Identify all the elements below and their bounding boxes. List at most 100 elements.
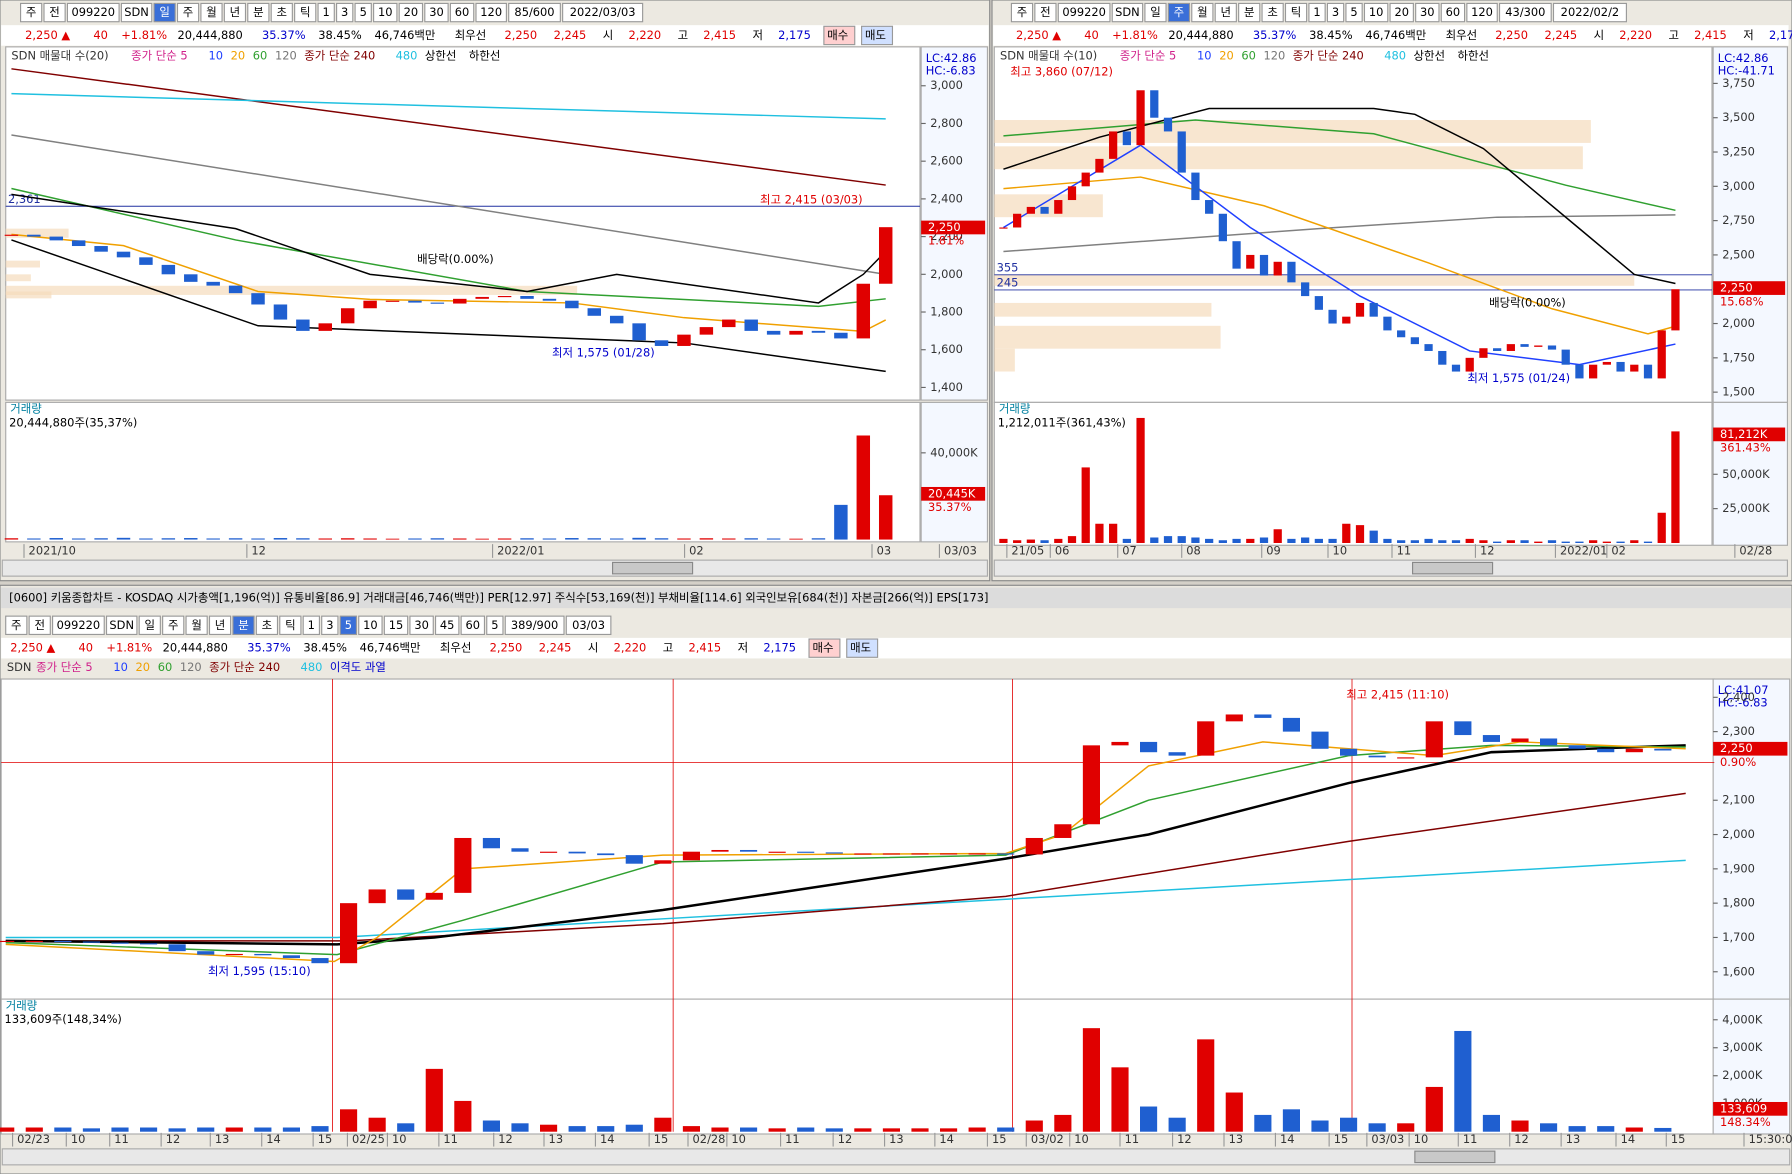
toolbar-button[interactable] xyxy=(1363,2,1389,23)
toolbar-button[interactable] xyxy=(255,615,279,636)
toolbar-button[interactable] xyxy=(138,615,161,636)
toolbar-button[interactable] xyxy=(1466,2,1498,23)
x-tick-label: 15 xyxy=(654,1132,669,1146)
toolbar-button[interactable] xyxy=(1191,2,1214,23)
candle xyxy=(1454,721,1472,736)
toolbar-button[interactable] xyxy=(1389,2,1414,23)
toolbar-button[interactable] xyxy=(1308,2,1326,23)
toolbar-button[interactable] xyxy=(279,615,302,636)
toolbar-button[interactable] xyxy=(5,615,28,636)
toolbar-button[interactable] xyxy=(321,615,339,636)
toolbar-button[interactable] xyxy=(508,2,561,23)
toolbar-button[interactable] xyxy=(504,615,565,636)
trade-button[interactable] xyxy=(808,638,841,658)
volume-bar xyxy=(1383,538,1392,543)
toolbar-button[interactable] xyxy=(1214,2,1237,23)
toolbar-button[interactable] xyxy=(1144,2,1167,23)
x-tick-label: 2022/01 xyxy=(497,543,544,557)
toolbar-button[interactable] xyxy=(565,615,612,636)
toolbar-button[interactable] xyxy=(51,615,105,636)
toolbar-button[interactable] xyxy=(460,615,486,636)
toolbar-button[interactable] xyxy=(20,2,43,23)
volume-box-ratio: 148.34% xyxy=(1720,1115,1771,1129)
scroll-thumb[interactable] xyxy=(1414,1150,1496,1164)
toolbar-button[interactable] xyxy=(247,2,270,23)
quote-row xyxy=(993,25,1789,46)
scroll-thumb[interactable] xyxy=(1411,561,1494,575)
volume-bar xyxy=(1368,1123,1386,1132)
toolbar-button[interactable] xyxy=(1010,2,1034,23)
toolbar-button[interactable] xyxy=(424,2,449,23)
toolbar-button[interactable] xyxy=(176,2,200,23)
toolbar-button[interactable] xyxy=(336,2,354,23)
volume-profile xyxy=(994,348,1015,372)
scroll-thumb[interactable] xyxy=(612,561,694,575)
candle xyxy=(1342,316,1351,324)
toolbar-button[interactable] xyxy=(294,2,317,23)
toolbar-button[interactable] xyxy=(317,2,335,23)
candle xyxy=(1140,741,1158,753)
toolbar-button[interactable] xyxy=(28,615,51,636)
toolbar-button[interactable] xyxy=(398,2,424,23)
toolbar-button[interactable] xyxy=(1261,2,1284,23)
volume-box xyxy=(1713,1101,1788,1116)
toolbar-button[interactable] xyxy=(1498,2,1552,23)
trade-button[interactable] xyxy=(823,25,856,46)
annotation: 배당락(0.00%) xyxy=(1489,295,1566,309)
volume-bar xyxy=(228,538,243,540)
trade-button[interactable] xyxy=(846,638,879,658)
toolbar-button[interactable] xyxy=(339,615,358,636)
trade-button[interactable] xyxy=(861,25,894,46)
toolbar-button[interactable] xyxy=(232,615,255,636)
toolbar-button[interactable] xyxy=(1326,2,1345,23)
price-box xyxy=(921,220,986,235)
toolbar-button[interactable] xyxy=(162,615,185,636)
x-tick-label: 11 xyxy=(1463,1132,1478,1146)
toolbar-button[interactable] xyxy=(66,2,120,23)
scrollbar[interactable] xyxy=(1,1148,1791,1166)
toolbar-button[interactable] xyxy=(302,615,320,636)
toolbar-button[interactable] xyxy=(358,615,383,636)
toolbar-button[interactable] xyxy=(449,2,475,23)
toolbar-label: 분 xyxy=(238,618,248,632)
toolbar-button[interactable] xyxy=(208,615,232,636)
toolbar-button[interactable] xyxy=(1284,2,1308,23)
toolbar-button[interactable] xyxy=(223,2,247,23)
annotation: 최저 1,575 (01/28) xyxy=(552,346,655,360)
annotation: 최고 3,860 (07/12) xyxy=(1010,65,1113,79)
toolbar-button[interactable] xyxy=(1111,2,1144,23)
toolbar-button[interactable] xyxy=(1440,2,1466,23)
toolbar-label: 틱 xyxy=(300,5,310,19)
legend-entry: SDN 매물대 수(10) xyxy=(1000,49,1097,63)
toolbar-button[interactable] xyxy=(409,615,434,636)
scrollbar[interactable] xyxy=(993,559,1788,577)
volume-bar xyxy=(856,435,871,540)
toolbar-button[interactable] xyxy=(1238,2,1261,23)
toolbar-button[interactable] xyxy=(120,2,153,23)
toolbar-button[interactable] xyxy=(1552,2,1627,23)
toolbar-button[interactable] xyxy=(486,615,504,636)
toolbar-button[interactable] xyxy=(434,615,460,636)
toolbar-button[interactable] xyxy=(105,615,138,636)
toolbar-button[interactable] xyxy=(383,615,409,636)
toolbar-button[interactable] xyxy=(475,2,507,23)
volume-bar xyxy=(568,1126,586,1132)
toolbar-button[interactable] xyxy=(270,2,293,23)
y-tick-label: 1,800 xyxy=(1722,896,1755,910)
toolbar-button[interactable] xyxy=(1034,2,1057,23)
toolbar-button[interactable] xyxy=(354,2,372,23)
candle xyxy=(1095,158,1104,173)
toolbar-button[interactable] xyxy=(1415,2,1440,23)
toolbar-button[interactable] xyxy=(373,2,398,23)
toolbar-button[interactable] xyxy=(1057,2,1111,23)
toolbar-button[interactable] xyxy=(185,615,208,636)
toolbar-button[interactable] xyxy=(562,2,644,23)
toolbar-button[interactable] xyxy=(1345,2,1363,23)
price-axis xyxy=(1712,678,1791,1007)
toolbar-button[interactable] xyxy=(153,2,176,23)
toolbar-button[interactable] xyxy=(200,2,223,23)
toolbar-button[interactable] xyxy=(1167,2,1191,23)
y-tick-label: 1,800 xyxy=(930,305,963,319)
scrollbar[interactable] xyxy=(1,559,988,577)
toolbar-button[interactable] xyxy=(43,2,66,23)
